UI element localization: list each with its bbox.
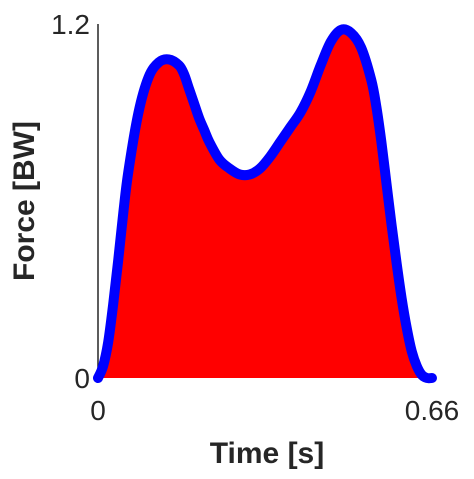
y-axis-title: Force [BW] [8,121,41,281]
x-tick-label-min: 0 [90,395,106,426]
force-area-fill [98,29,432,379]
y-tick-label-max: 1.2 [51,9,90,40]
force-curve-line [93,24,437,384]
x-tick-label-max: 0.66 [405,395,460,426]
x-axis-title: Time [s] [210,437,324,470]
y-tick-label-min: 0 [74,363,90,394]
